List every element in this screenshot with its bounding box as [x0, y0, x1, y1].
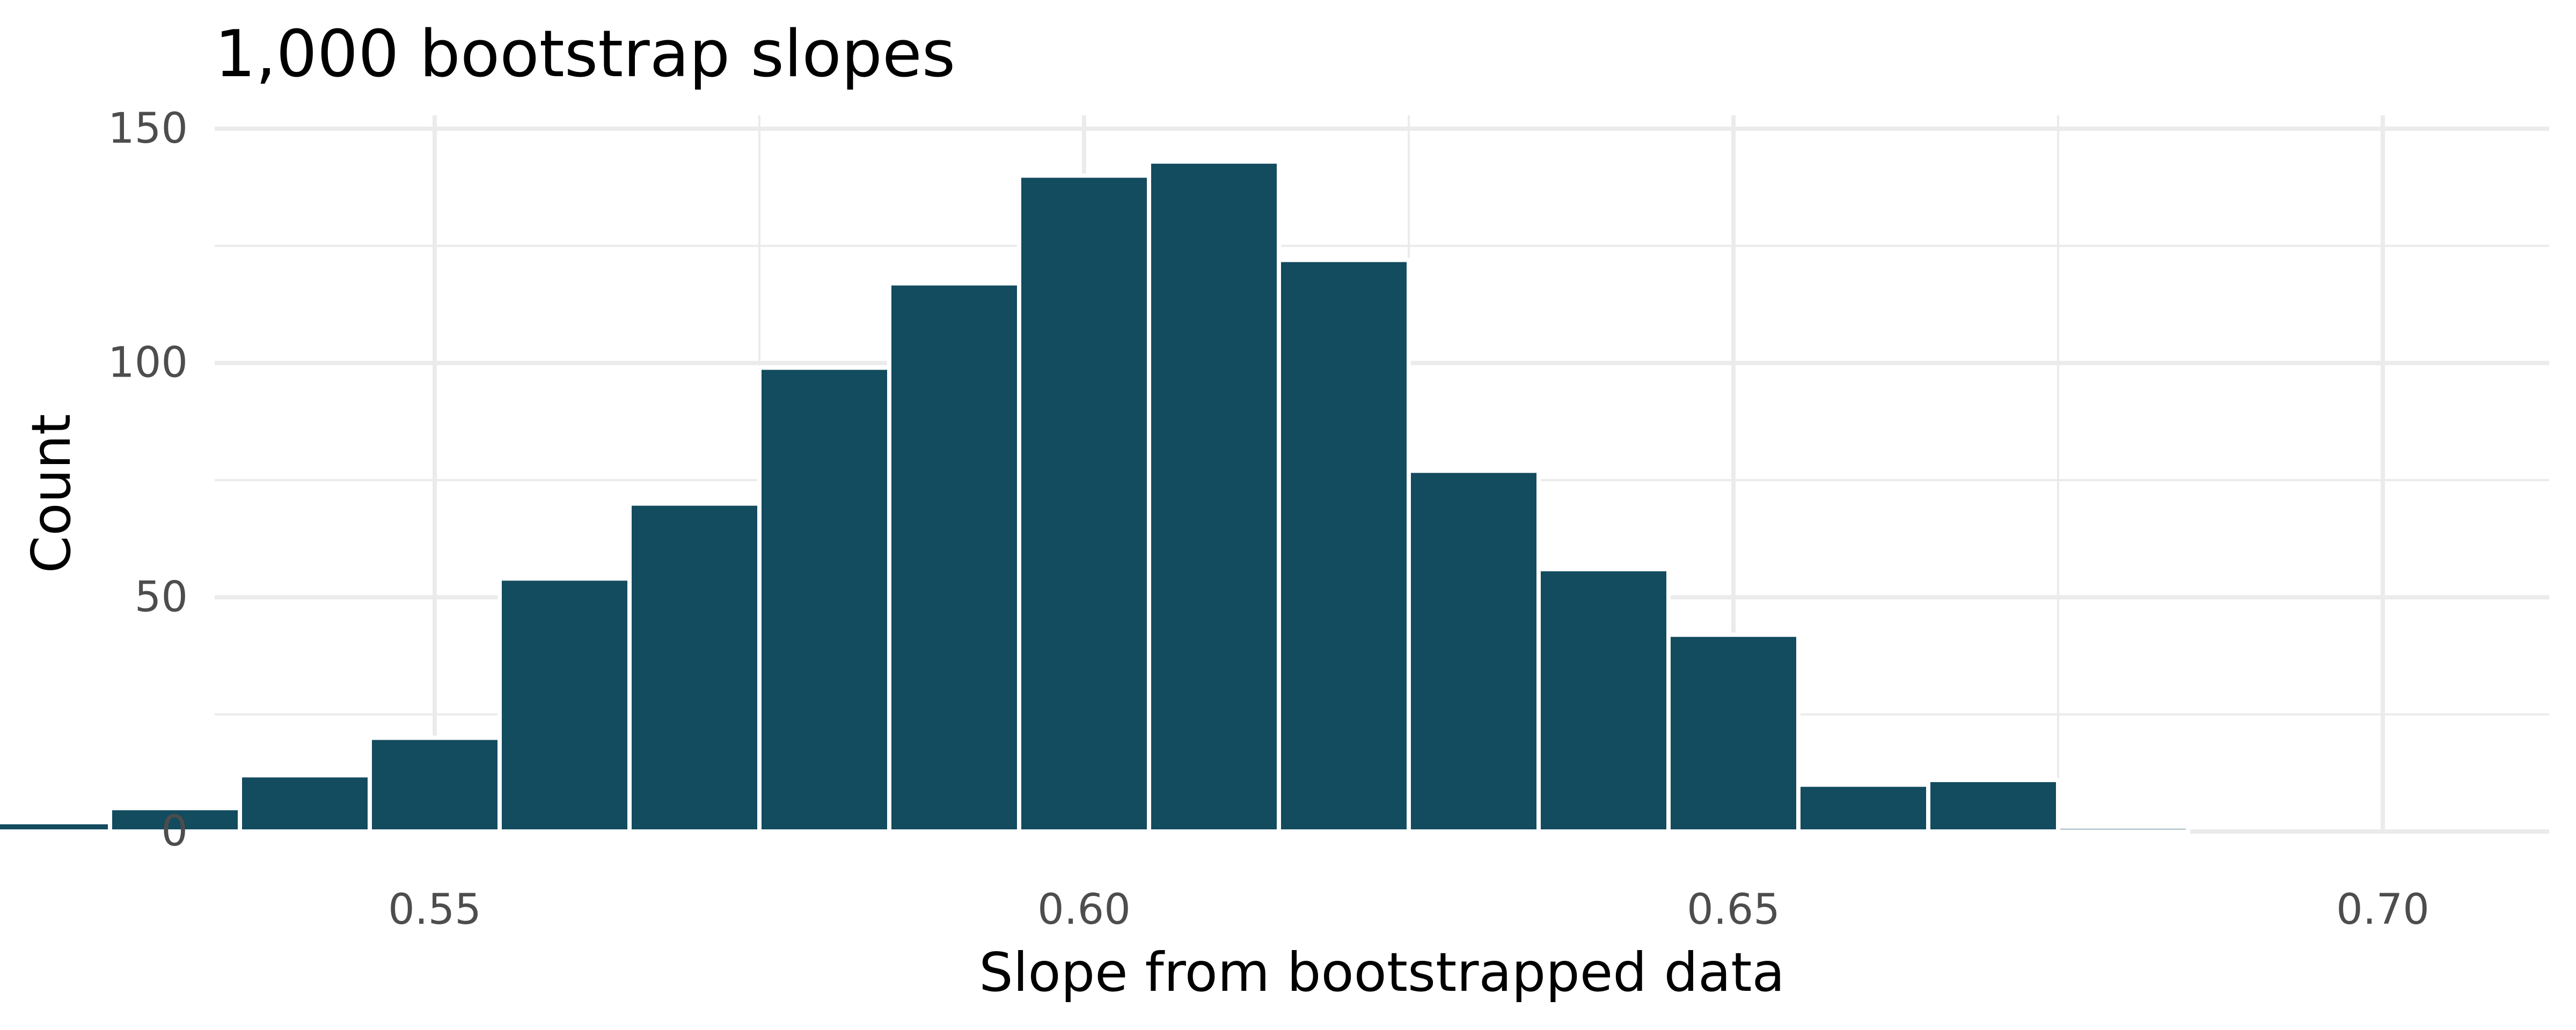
histogram-bar: [2056, 825, 2190, 834]
y-tick-label: 0: [161, 807, 188, 856]
histogram-bar: [497, 576, 632, 834]
x-tick-label: 0.55: [388, 886, 481, 934]
histogram-bar: [757, 365, 891, 834]
x-tick-label: 0.70: [2336, 886, 2429, 934]
y-axis-title: Count: [20, 414, 83, 573]
x-axis-title: Slope from bootstrapped data: [979, 941, 1784, 1004]
y-tick-label: 50: [135, 573, 188, 621]
histogram-bar: [1926, 777, 2060, 834]
histogram-bar: [238, 773, 372, 834]
histogram-bars: [0, 159, 2190, 834]
histogram-bar: [1536, 566, 1671, 834]
histogram-bar: [1666, 632, 1801, 834]
x-tick-label: 0.65: [1687, 886, 1780, 934]
histogram-bar: [368, 735, 502, 834]
histogram-bar: [0, 820, 112, 834]
chart-title: 1,000 bootstrap slopes: [215, 17, 955, 92]
histogram-bar: [1277, 258, 1411, 834]
tick-labels: 0.55 0.60 0.65 0.70 0 50 100 150: [108, 105, 2429, 934]
histogram-bar: [627, 501, 762, 834]
histogram-bar: [1017, 173, 1151, 834]
y-tick-label: 150: [108, 105, 188, 153]
histogram-bar: [1796, 782, 1930, 834]
x-tick-label: 0.60: [1037, 886, 1131, 934]
histogram-bar: [1147, 159, 1281, 834]
y-tick-label: 100: [108, 339, 188, 387]
histogram-bar: [887, 281, 1021, 834]
histogram-bar: [1407, 468, 1541, 834]
